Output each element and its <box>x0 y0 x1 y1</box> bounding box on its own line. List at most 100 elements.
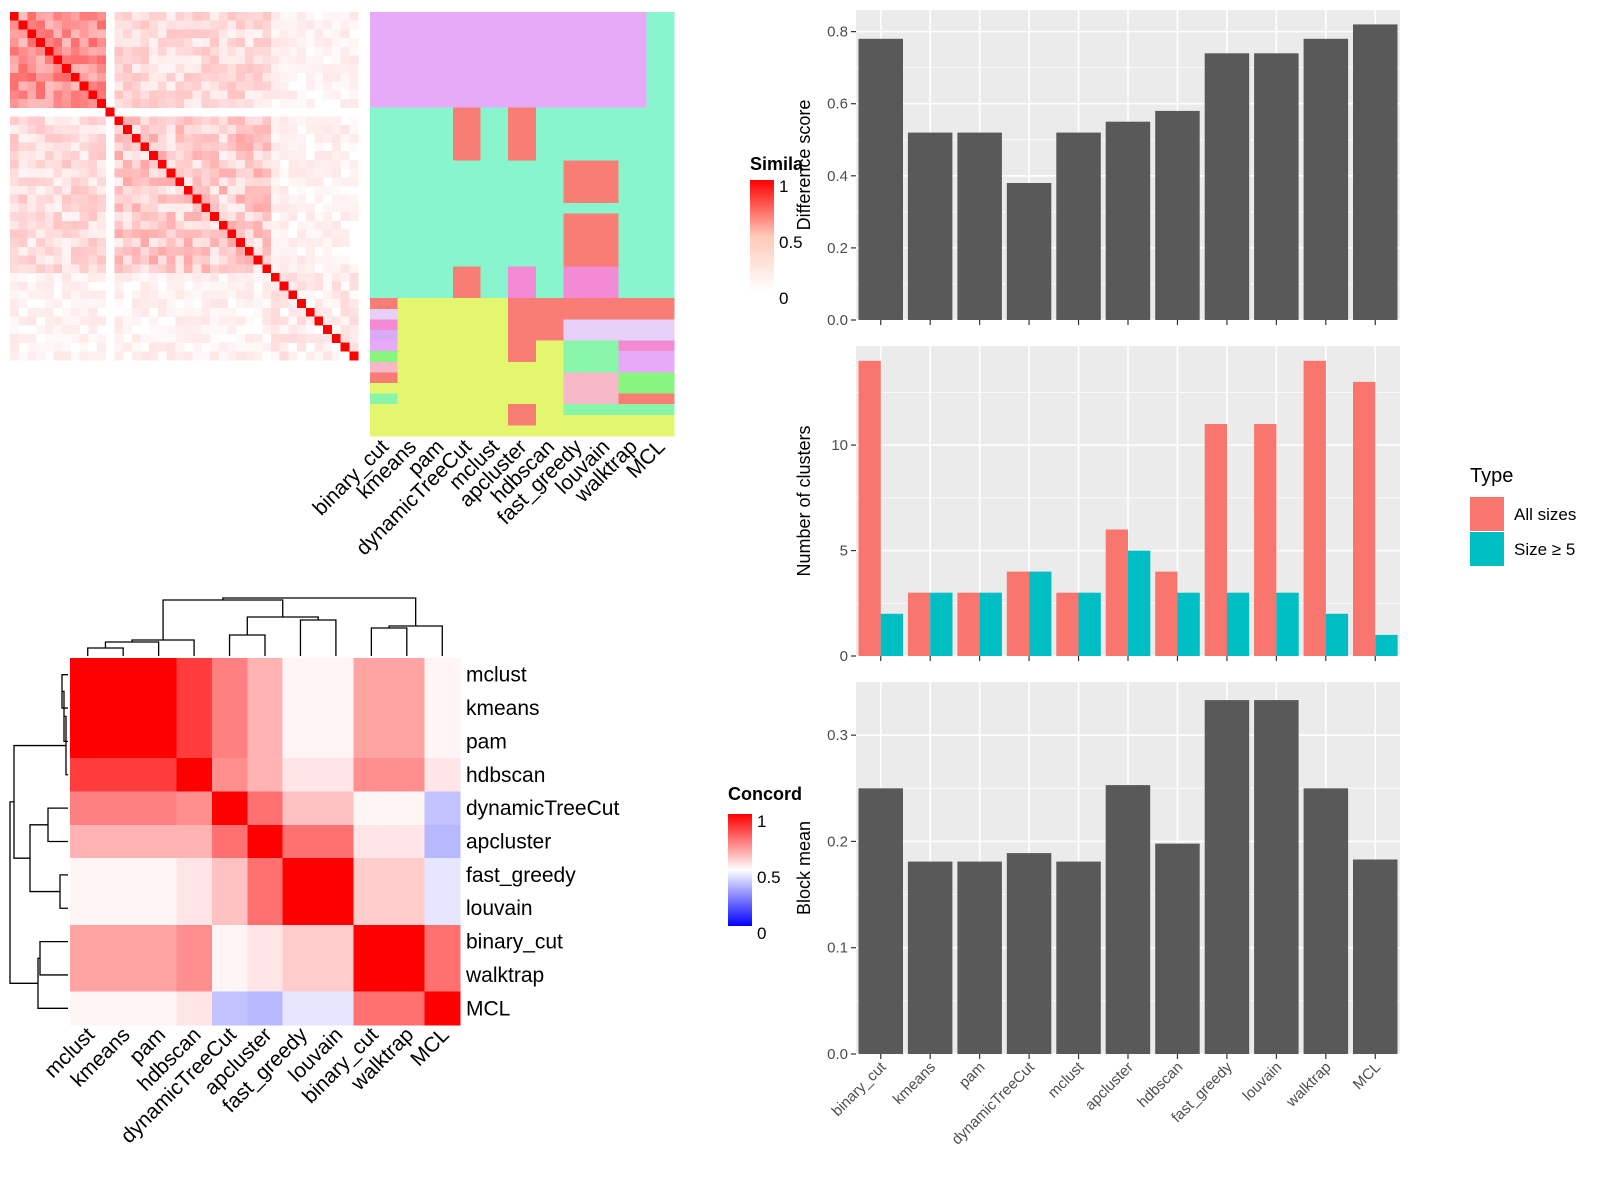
cluster-cell <box>563 43 592 55</box>
cluster-cell <box>618 12 647 23</box>
similarity-cell <box>340 64 350 74</box>
similarity-cell <box>62 281 72 291</box>
similarity-cell <box>349 299 359 309</box>
similarity-cell <box>123 238 133 248</box>
similarity-cell <box>27 12 37 21</box>
similarity-cell <box>236 342 246 352</box>
similarity-cell <box>340 99 350 108</box>
similarity-cell <box>218 203 228 213</box>
cluster-cell <box>397 425 426 437</box>
similarity-cell <box>192 29 202 39</box>
cluster-cell <box>646 107 675 119</box>
similarity-cell <box>244 238 254 248</box>
cluster-cell <box>591 277 620 288</box>
similarity-cell <box>288 316 298 326</box>
similarity-cell <box>210 81 220 91</box>
similarity-cell <box>175 264 185 274</box>
similarity-cell <box>44 212 54 222</box>
cluster-cell <box>646 171 675 182</box>
similarity-cell <box>175 159 185 169</box>
similarity-cell <box>201 99 211 108</box>
similarity-cell <box>10 307 19 317</box>
cluster-cell <box>618 160 647 172</box>
cluster-cell <box>591 160 620 172</box>
similarity-cell <box>79 229 89 239</box>
similarity-cell <box>131 151 141 161</box>
similarity-cell <box>79 29 89 39</box>
cluster-cell <box>591 107 620 119</box>
cluster-cell <box>508 277 537 288</box>
similarity-cell <box>114 159 124 169</box>
similarity-cell <box>44 29 54 39</box>
concordance-cell <box>211 924 248 959</box>
cluster-cell <box>563 224 592 235</box>
similarity-cell <box>349 333 359 343</box>
similarity-cell <box>18 142 28 152</box>
similarity-cell <box>123 133 133 143</box>
similarity-cell <box>157 151 167 161</box>
similarity-cell <box>123 212 133 222</box>
similarity-cell <box>62 12 72 21</box>
similarity-cell <box>314 333 324 343</box>
similarity-cell <box>184 194 193 204</box>
similarity-cell <box>331 55 341 65</box>
concordance-cell <box>318 924 355 959</box>
concordance-cell <box>389 824 425 859</box>
cluster-cell <box>591 319 620 331</box>
similarity-cell <box>114 203 124 213</box>
similarity-cell <box>18 229 28 239</box>
similarity-cell <box>288 168 298 178</box>
similarity-cell <box>79 46 89 56</box>
cluster-cell <box>370 340 399 352</box>
similarity-cell <box>140 290 150 300</box>
similarity-cell <box>44 307 54 317</box>
similarity-cell <box>97 220 106 230</box>
bar-MCL-size-ge-5 <box>1375 634 1398 656</box>
cluster-cell <box>397 224 426 235</box>
similarity-cell <box>36 38 46 48</box>
similarity-cell <box>297 194 307 204</box>
cluster-cell <box>535 298 564 310</box>
similarity-cell <box>279 316 289 326</box>
cluster-cell <box>370 118 399 129</box>
similarity-cell <box>236 238 246 248</box>
concordance-cell <box>176 858 213 892</box>
similarity-cell <box>210 342 220 352</box>
similarity-cell <box>70 333 80 343</box>
similarity-cell <box>27 238 37 248</box>
similarity-cell <box>331 290 341 300</box>
similarity-cell <box>44 177 54 187</box>
similarity-cell <box>331 125 341 135</box>
similarity-cell <box>79 20 89 30</box>
similarity-cell <box>97 142 106 152</box>
similarity-cell <box>297 290 307 300</box>
similarity-cell <box>10 229 19 239</box>
cluster-assignment-grid <box>370 12 675 437</box>
similarity-cell <box>175 133 185 143</box>
similarity-cell <box>70 325 80 335</box>
similarity-cell <box>27 186 37 195</box>
similarity-cell <box>79 238 89 248</box>
similarity-cell <box>314 81 324 91</box>
similarity-cell <box>140 333 150 343</box>
similarity-cell <box>323 81 333 91</box>
concordance-cell <box>105 724 142 759</box>
similarity-cell <box>18 212 28 222</box>
similarity-cell <box>192 238 202 248</box>
similarity-cell <box>131 38 141 48</box>
similarity-cell <box>88 159 98 169</box>
similarity-cell <box>227 46 237 56</box>
cluster-cell <box>646 96 675 108</box>
similarity-cell <box>175 46 185 56</box>
similarity-cell <box>131 307 141 317</box>
similarity-cell <box>18 90 28 100</box>
similarity-cell <box>236 281 246 291</box>
concordance-cell <box>424 691 461 726</box>
cluster-cell <box>591 351 620 363</box>
similarity-cell <box>244 55 254 65</box>
similarity-cell <box>123 194 133 204</box>
cluster-cell <box>646 12 675 23</box>
similarity-cell <box>210 351 220 361</box>
similarity-cell <box>88 194 98 204</box>
